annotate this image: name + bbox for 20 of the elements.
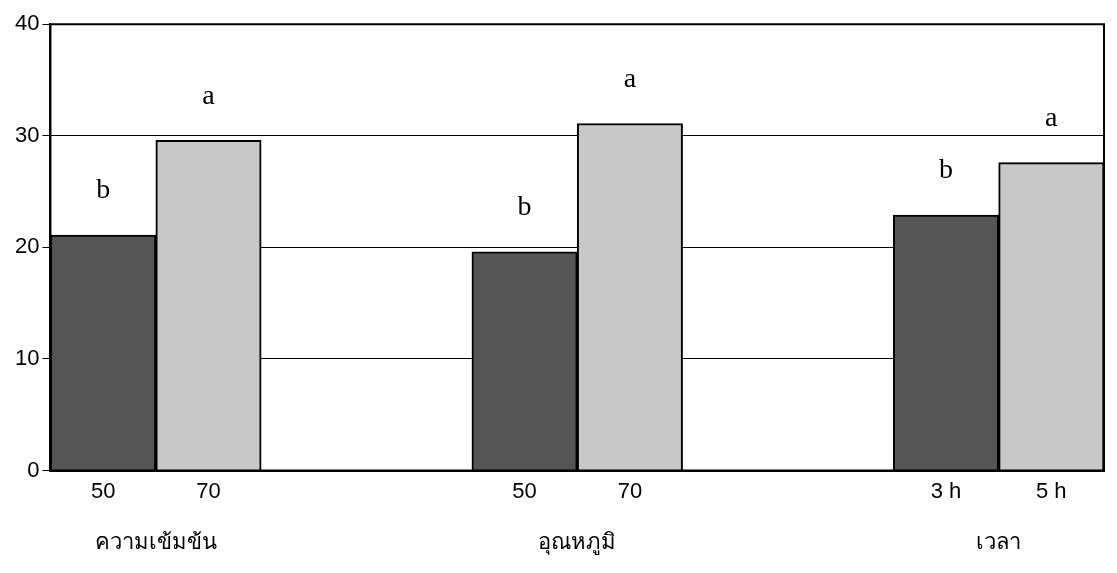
data-label: a (202, 78, 216, 110)
text: อุณหภูมิ (538, 529, 617, 556)
x-tick-label: 50 (512, 477, 537, 503)
x-tick-label: 5 h (1036, 477, 1067, 503)
y-tick-label: 0 (27, 456, 40, 482)
y-tick-label: 30 (14, 121, 40, 147)
x-tick-label: 70 (617, 477, 643, 503)
y-tick-label: 40 (14, 10, 40, 36)
text: ความเข้มข้น (94, 529, 217, 555)
x-tick-label: 70 (196, 477, 221, 503)
x-tick-label: 50 (90, 477, 116, 503)
y-tick-label: 20 (14, 233, 40, 259)
data-label: b (96, 173, 111, 205)
data-label: b (517, 190, 532, 222)
y-tick-label: 10 (14, 345, 40, 371)
x-tick-label: 3 h (930, 477, 962, 503)
data-label: a (1045, 100, 1059, 132)
data-label: b (938, 153, 953, 185)
text: เวลา (976, 529, 1022, 555)
data-label: a (623, 61, 637, 93)
